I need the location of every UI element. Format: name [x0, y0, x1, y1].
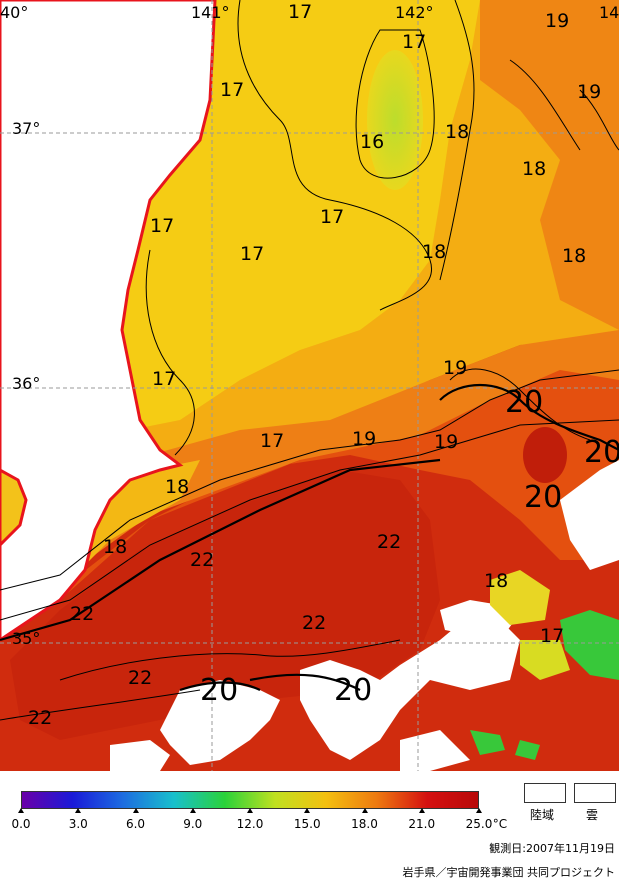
colorbar-tick-marker: [418, 808, 425, 813]
colorbar-tick-label: 18.0: [351, 817, 378, 831]
contour-label: 17: [540, 625, 564, 647]
colorbar-unit: °C: [492, 817, 508, 831]
contour-label: 22: [28, 707, 52, 729]
lon-142-label: 142°: [395, 3, 434, 22]
cloud-legend-box: [574, 783, 616, 803]
contour-label: 18: [445, 121, 469, 143]
contour-label: 22: [70, 603, 94, 625]
contour-label: 17: [260, 430, 284, 452]
contour-lines: [0, 0, 619, 721]
colorbar-tick-label: 3.0: [68, 817, 88, 831]
colorbar-tick-label: 0.0: [11, 817, 31, 831]
contour-label: 19: [443, 357, 467, 379]
colorbar-tick-marker: [476, 808, 482, 813]
colorbar-tick-marker: [75, 808, 82, 813]
contour-label: 22: [302, 612, 326, 634]
colorbar-tick-marker: [132, 808, 139, 813]
contour-label: 19: [352, 428, 376, 450]
sst-map: 40° 141° 142° 14 37° 36° 35° 17 17 17 17…: [0, 0, 619, 771]
contour-label: 22: [128, 667, 152, 689]
lat-35-label: 35°: [12, 629, 40, 648]
hot-spot: [523, 427, 567, 483]
lon-140-label: 40°: [0, 3, 28, 22]
land-legend-box: [524, 783, 566, 803]
contour-label: 20: [584, 435, 619, 470]
colorbar-tick-marker: [304, 808, 311, 813]
contour-label: 18: [522, 158, 546, 180]
contour-label: 18: [484, 570, 508, 592]
cloud-legend-label: 雲: [586, 808, 599, 822]
lon-141-label: 141°: [191, 3, 230, 22]
contour-label: 17: [240, 243, 264, 265]
zone-16: [367, 50, 423, 190]
land-legend-label: 陸域: [530, 808, 555, 822]
contour-label: 17: [320, 206, 344, 228]
colorbar-tick-marker: [189, 808, 196, 813]
contour-label: 17: [288, 1, 312, 23]
contour-label: 17: [402, 31, 426, 53]
colorbar-tick-label: 21.0: [408, 817, 436, 831]
contour-label: 17: [152, 368, 176, 390]
contour-label: 19: [545, 10, 569, 32]
contour-label: 17: [150, 215, 174, 237]
lat-36-label: 36°: [12, 374, 40, 393]
clouds: [110, 460, 619, 771]
colorbar-tick-marker: [18, 808, 24, 813]
contour-label: 18: [103, 536, 127, 558]
contour-label: 17: [220, 79, 244, 101]
colorbar-tick-label: 6.0: [125, 817, 146, 831]
zone-19: [0, 320, 619, 580]
contour-label: 18: [422, 241, 446, 263]
contour-label: 20: [200, 673, 238, 708]
colorbar-tick-label: 9.0: [183, 817, 203, 831]
contour-value-labels: 17 17 17 17 17 17 17 17 17 16 18 18 18 1…: [28, 1, 619, 729]
colorbar-tick-label: 25.0: [465, 817, 493, 831]
land-fragment: [0, 468, 28, 548]
contour-20: [0, 383, 619, 692]
se-fringe-2: [520, 640, 570, 680]
lon-143-label: 14: [599, 3, 619, 22]
se-fringe: [490, 570, 550, 625]
land-honshu: [0, 0, 217, 642]
colorbar-tick-label: 15.0: [293, 817, 321, 831]
temperature-colorbar: [21, 791, 479, 809]
contour-label: 19: [434, 431, 458, 453]
zone-20: [0, 350, 619, 640]
credit-text: 岩手県／宇宙開発事業団 共同プロジェクト: [402, 866, 616, 879]
contour-label: 20: [524, 480, 562, 515]
contour-label: 18: [165, 476, 189, 498]
zone-19-ne: [480, 0, 619, 330]
contour-label: 18: [562, 245, 586, 267]
green-patches: [470, 610, 619, 760]
colorbar-tick-marker: [361, 808, 368, 813]
contour-label: 20: [334, 673, 372, 708]
contour-label: 20: [505, 385, 543, 420]
lat-37-label: 37°: [12, 119, 40, 138]
sst-map-svg: 40° 141° 142° 14 37° 36° 35° 17 17 17 17…: [0, 0, 619, 771]
contour-label: 19: [577, 81, 601, 103]
contour-label: 22: [190, 549, 214, 571]
observation-date: 観測日:2007年11月19日: [489, 842, 615, 855]
contour-label: 16: [360, 131, 384, 153]
colorbar-tick-label: 12.0: [236, 817, 264, 831]
colorbar-tick-marker: [247, 808, 253, 813]
contour-label: 22: [377, 531, 401, 553]
graticule: [0, 0, 619, 771]
